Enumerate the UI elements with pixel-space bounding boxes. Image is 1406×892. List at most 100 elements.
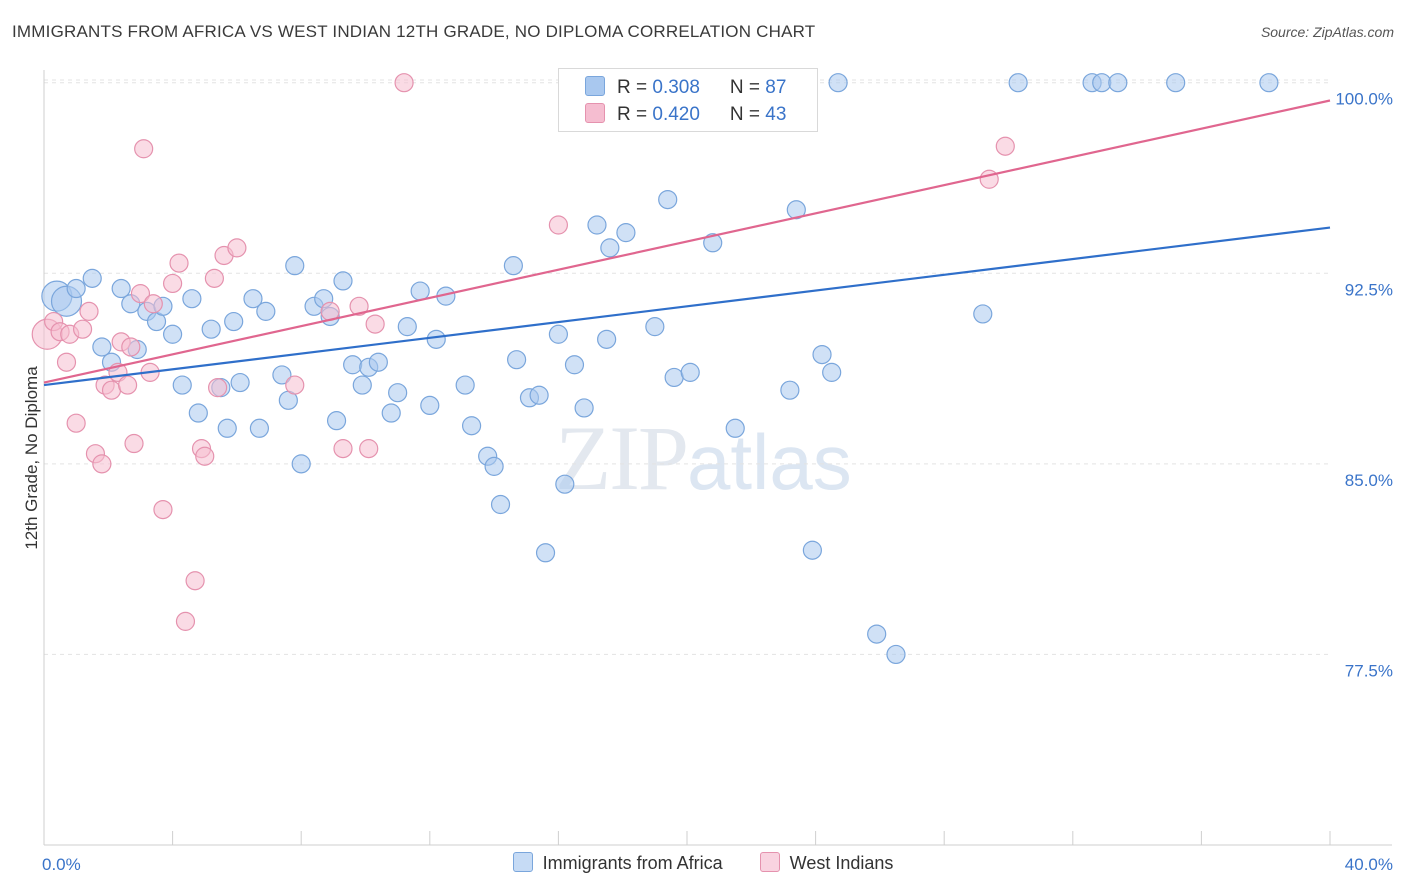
africa-point (828, 73, 848, 93)
west-indian-point (143, 294, 163, 314)
west-indian-point (134, 139, 154, 159)
africa-point (420, 395, 440, 416)
y-tick-label: 85.0% (1345, 471, 1393, 490)
y-tick-label: 100.0% (1335, 90, 1393, 109)
africa-point (587, 215, 607, 235)
west-indian-point (153, 499, 173, 520)
legend-r-label: R = (617, 77, 653, 98)
africa-point (802, 540, 822, 560)
west-indian-point (285, 375, 305, 395)
legend-swatch-west-indians (759, 852, 780, 872)
axis-labels: 77.5% 85.0% 92.5% 100.0% 0.0% 40.0% 12th Grade… (22, 90, 1393, 874)
africa-point (490, 494, 511, 515)
correlation-legend: R = 0.308 N = 87 R = 0.420 N = 43 (558, 68, 818, 132)
africa-point (703, 233, 723, 253)
africa-point (507, 350, 527, 370)
west-indian-point (333, 439, 353, 459)
west-indian-point (175, 611, 196, 631)
africa-point (326, 411, 347, 431)
africa-point (535, 543, 556, 563)
west-indian-point (121, 337, 141, 357)
west-indian-point (56, 352, 77, 372)
legend-r-value: 0.420 (652, 104, 700, 125)
africa-point (285, 256, 305, 276)
west-indian-point (548, 215, 569, 235)
legend-n-value: 43 (765, 104, 787, 125)
africa-point (243, 289, 263, 309)
axes (43, 70, 1392, 846)
africa-point (1092, 73, 1112, 93)
west-indian-point (66, 413, 86, 433)
africa-point (484, 456, 504, 476)
legend-r-label: R = (617, 104, 653, 125)
legend-n-label: N = (729, 77, 766, 98)
africa-point (867, 624, 887, 644)
africa-point (291, 454, 311, 474)
africa-point (201, 319, 221, 339)
source-label: Source: ZipAtlas.com (1260, 24, 1394, 40)
west-indian-point (101, 380, 122, 400)
africa-point (352, 375, 372, 395)
africa-point (886, 644, 906, 665)
africa-point (111, 278, 131, 299)
west-indian-trend-line (43, 99, 1331, 384)
africa-point (410, 281, 430, 301)
africa-point (188, 403, 208, 423)
legend-item-west-indians[interactable]: West Indians (759, 852, 894, 874)
africa-point (343, 355, 363, 375)
west-indian-point (995, 136, 1015, 156)
africa-point (658, 189, 678, 210)
data-points (31, 73, 1279, 665)
west-indian-point (79, 301, 99, 321)
africa-point (680, 362, 700, 382)
legend-label-west-indians: West Indians (789, 853, 894, 873)
africa-point (381, 403, 401, 423)
africa-point (66, 278, 86, 299)
africa-point (163, 324, 183, 344)
africa-point (597, 329, 617, 349)
africa-point (82, 268, 102, 288)
africa-point (548, 324, 569, 344)
africa-point (973, 304, 993, 324)
africa-point (616, 223, 636, 243)
west-indian-point (92, 454, 112, 474)
west-indian-point (204, 268, 224, 288)
watermark-atlas: atlas (687, 418, 852, 506)
west-indian-point (365, 314, 385, 334)
africa-trend-line (43, 226, 1331, 387)
africa-point (822, 362, 842, 382)
west-indian-point (72, 319, 93, 339)
africa-point (664, 367, 684, 388)
west-indian-point (349, 296, 369, 316)
africa-point (426, 329, 446, 349)
x-tick-label: 40.0% (1345, 855, 1393, 874)
africa-point (812, 344, 832, 365)
africa-point (92, 337, 112, 357)
africa-point (1108, 73, 1128, 93)
legend-swatch-west-indians (585, 103, 605, 123)
west-indian-point (359, 439, 379, 459)
west-indian-point (117, 375, 138, 395)
west-indian-point (169, 253, 189, 273)
legend-n-label: N = (729, 104, 766, 125)
africa-point (272, 365, 292, 385)
africa-point (503, 256, 523, 276)
africa-point (397, 317, 417, 337)
africa-point (217, 418, 237, 438)
africa-point (368, 352, 388, 372)
west-indian-point (185, 571, 205, 591)
x-tick-label: 0.0% (42, 855, 81, 874)
y-axis-title: 12th Grade, No Diploma (22, 366, 41, 550)
legend-swatch-africa (512, 852, 533, 872)
africa-point (1166, 73, 1186, 93)
west-indian-point (124, 433, 144, 454)
trend-lines (43, 99, 1331, 387)
legend-item-africa[interactable]: Immigrants from Africa (512, 852, 723, 874)
africa-point (574, 398, 594, 418)
watermark-zip: ZIP (555, 407, 689, 509)
legend-n-value: 87 (765, 77, 787, 98)
africa-point (600, 238, 620, 258)
africa-point (455, 375, 475, 395)
africa-point (1008, 73, 1028, 93)
